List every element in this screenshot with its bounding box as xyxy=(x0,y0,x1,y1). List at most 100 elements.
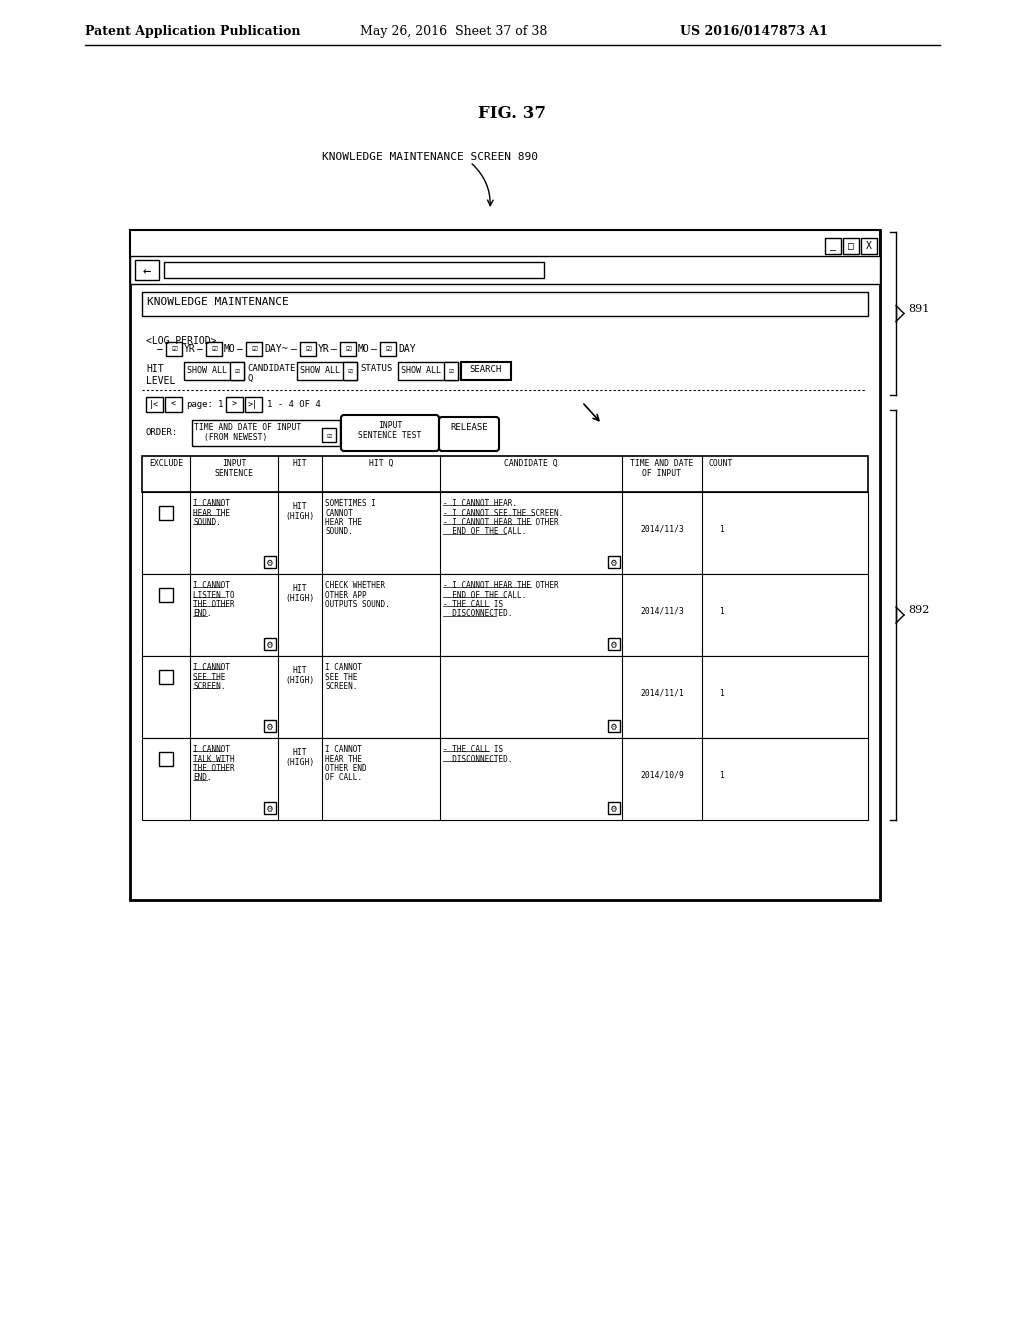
Bar xyxy=(230,362,244,380)
Text: ☑: ☑ xyxy=(449,366,454,375)
Text: KNOWLEDGE MAINTENANCE: KNOWLEDGE MAINTENANCE xyxy=(147,297,289,308)
Text: CANDIDATE
Q: CANDIDATE Q xyxy=(247,364,295,383)
Text: ⚙: ⚙ xyxy=(267,640,273,649)
Text: (FROM NEWEST): (FROM NEWEST) xyxy=(204,433,267,442)
Text: STATUS: STATUS xyxy=(360,364,392,374)
Bar xyxy=(164,261,544,279)
Bar xyxy=(165,397,182,412)
Text: INPUT
SENTENCE: INPUT SENTENCE xyxy=(214,459,254,478)
Text: END.: END. xyxy=(193,610,212,619)
Text: ☑: ☑ xyxy=(305,343,311,352)
Text: YR: YR xyxy=(184,345,196,354)
Text: - THE CALL IS: - THE CALL IS xyxy=(443,744,503,754)
Text: SCREEN.: SCREEN. xyxy=(325,682,357,690)
FancyBboxPatch shape xyxy=(439,417,499,451)
Bar xyxy=(130,230,880,257)
Text: OTHER APP: OTHER APP xyxy=(325,590,367,599)
Text: SEARCH: SEARCH xyxy=(470,366,502,374)
Text: ☑: ☑ xyxy=(171,343,177,352)
Text: ☑: ☑ xyxy=(327,432,332,440)
Bar xyxy=(461,362,511,380)
Bar xyxy=(343,362,357,380)
Text: LISTEN TO: LISTEN TO xyxy=(193,590,234,599)
Text: I CANNOT: I CANNOT xyxy=(193,581,230,590)
Bar xyxy=(264,638,276,649)
Bar xyxy=(843,238,859,253)
Bar xyxy=(142,292,868,315)
Bar xyxy=(130,230,880,900)
Text: HEAR THE: HEAR THE xyxy=(325,517,362,527)
Text: - I CANNOT HEAR THE OTHER: - I CANNOT HEAR THE OTHER xyxy=(443,517,559,527)
Text: 2014/11/3: 2014/11/3 xyxy=(640,606,684,615)
Bar xyxy=(300,342,316,356)
Bar xyxy=(608,719,620,733)
Text: ☑: ☑ xyxy=(385,343,391,352)
Text: ⚙: ⚙ xyxy=(611,722,616,733)
Text: –: – xyxy=(237,345,243,354)
Text: ⚙: ⚙ xyxy=(267,804,273,814)
Text: HIT
(HIGH): HIT (HIGH) xyxy=(286,667,314,685)
Bar xyxy=(608,803,620,814)
Bar xyxy=(130,256,880,284)
Bar xyxy=(206,342,222,356)
Text: OF CALL.: OF CALL. xyxy=(325,774,362,783)
Text: page:: page: xyxy=(186,400,213,409)
Text: DAY: DAY xyxy=(398,345,416,354)
Bar xyxy=(142,574,868,656)
Text: <: < xyxy=(171,400,175,409)
Text: ☑: ☑ xyxy=(345,343,351,352)
Bar xyxy=(322,428,336,442)
Bar xyxy=(142,455,868,492)
Text: –: – xyxy=(331,345,337,354)
Bar xyxy=(146,397,163,412)
Bar xyxy=(159,671,173,684)
Bar xyxy=(861,238,877,253)
Text: –: – xyxy=(291,345,297,354)
Text: SEE THE: SEE THE xyxy=(325,672,357,681)
Text: RELEASE: RELEASE xyxy=(451,422,487,432)
Text: ☑: ☑ xyxy=(251,343,257,352)
Bar xyxy=(380,342,396,356)
Text: - I CANNOT SEE THE SCREEN.: - I CANNOT SEE THE SCREEN. xyxy=(443,508,563,517)
Bar xyxy=(142,738,868,820)
Text: 1 - 4 OF 4: 1 - 4 OF 4 xyxy=(267,400,321,409)
Bar xyxy=(264,556,276,568)
Text: 1: 1 xyxy=(719,771,723,780)
Text: –: – xyxy=(157,345,163,354)
Text: ⚙: ⚙ xyxy=(611,804,616,814)
Text: I CANNOT: I CANNOT xyxy=(193,744,230,754)
Text: _: _ xyxy=(830,242,836,251)
Bar xyxy=(264,719,276,733)
Bar xyxy=(135,260,159,280)
Text: END OF THE CALL.: END OF THE CALL. xyxy=(443,528,526,536)
Text: >: > xyxy=(231,400,237,409)
Bar xyxy=(246,342,262,356)
Text: SHOW ALL: SHOW ALL xyxy=(401,366,441,375)
Text: DISCONNECTED.: DISCONNECTED. xyxy=(443,610,512,619)
Bar xyxy=(142,656,868,738)
Text: HEAR THE: HEAR THE xyxy=(193,508,230,517)
Text: ⚙: ⚙ xyxy=(611,640,616,649)
Bar xyxy=(159,506,173,520)
Text: HEAR THE: HEAR THE xyxy=(325,755,362,763)
Text: MO: MO xyxy=(224,345,236,354)
Text: COUNT: COUNT xyxy=(709,459,733,469)
Text: HIT: HIT xyxy=(293,459,307,469)
Text: >|: >| xyxy=(248,400,258,409)
Text: I CANNOT: I CANNOT xyxy=(325,744,362,754)
Text: SHOW ALL: SHOW ALL xyxy=(300,366,340,375)
Text: TALK WITH: TALK WITH xyxy=(193,755,234,763)
Text: 1: 1 xyxy=(719,524,723,533)
Text: Patent Application Publication: Patent Application Publication xyxy=(85,25,300,38)
Text: HIT
(HIGH): HIT (HIGH) xyxy=(286,748,314,767)
Text: ⚙: ⚙ xyxy=(267,558,273,568)
Text: SOUND.: SOUND. xyxy=(193,517,221,527)
Bar xyxy=(340,342,356,356)
Bar xyxy=(608,638,620,649)
Text: THE OTHER: THE OTHER xyxy=(193,601,234,609)
Text: US 2016/0147873 A1: US 2016/0147873 A1 xyxy=(680,25,827,38)
Text: 2014/11/3: 2014/11/3 xyxy=(640,524,684,533)
Text: SEE THE: SEE THE xyxy=(193,672,225,681)
Bar xyxy=(608,556,620,568)
Text: HIT
LEVEL: HIT LEVEL xyxy=(146,364,175,385)
